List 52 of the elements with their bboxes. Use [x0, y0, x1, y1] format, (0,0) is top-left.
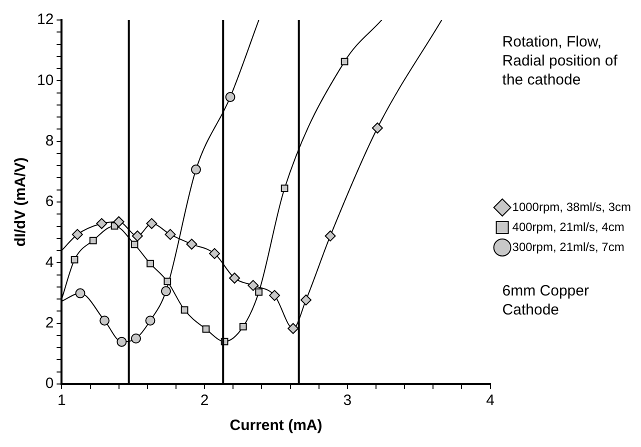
point — [146, 218, 158, 230]
point — [300, 294, 312, 306]
point — [164, 228, 176, 240]
point — [89, 236, 97, 244]
point — [72, 228, 83, 240]
point — [288, 322, 299, 334]
point — [255, 288, 263, 296]
point — [130, 240, 138, 248]
point — [340, 58, 348, 66]
x-tick-label: 3 — [343, 392, 352, 410]
legend-label: 300rpm, 21ml/s, 7cm — [512, 240, 624, 254]
point — [239, 322, 247, 330]
y-tick-label: 4 — [45, 254, 54, 271]
x-tick-label: 2 — [200, 392, 209, 410]
text: Rotation, Flow, Radial position of the cathode — [502, 34, 618, 89]
legend-label: 400rpm, 21ml/s, 4cm — [512, 220, 624, 234]
point — [225, 92, 236, 102]
point — [96, 218, 108, 230]
x-axis-title: Current (mA) — [230, 417, 322, 434]
point — [190, 164, 201, 175]
point — [248, 280, 259, 291]
y-axis-title: dI/dV (mA/V) — [12, 157, 30, 247]
point — [160, 286, 171, 296]
point — [280, 184, 288, 192]
point — [372, 122, 383, 134]
y-tick-label: 12 — [36, 11, 54, 28]
y-tick-label: 6 — [45, 193, 54, 210]
point — [186, 238, 198, 250]
point — [180, 306, 188, 314]
y-tick-label: 0 — [45, 375, 54, 392]
point — [229, 272, 240, 284]
point — [202, 325, 210, 333]
point — [100, 316, 110, 326]
point — [116, 336, 127, 347]
point — [130, 334, 141, 344]
x-tick-label: 1 — [58, 392, 66, 410]
y-tick-label: 8 — [45, 132, 54, 150]
point — [70, 256, 78, 264]
point — [75, 288, 86, 298]
text: 6mm Copper Cathode — [502, 282, 589, 319]
point — [146, 260, 154, 268]
point — [209, 248, 220, 260]
point — [132, 230, 143, 242]
point — [145, 316, 156, 326]
legend-label: 1000rpm, 38ml/s, 3cm — [512, 200, 632, 214]
point — [113, 216, 124, 228]
point — [269, 290, 280, 301]
point — [324, 230, 336, 242]
point — [164, 278, 172, 286]
y-tick-label: 10 — [36, 72, 54, 89]
y-tick-label: 2 — [45, 314, 54, 332]
x-tick-label: 4 — [486, 392, 494, 410]
